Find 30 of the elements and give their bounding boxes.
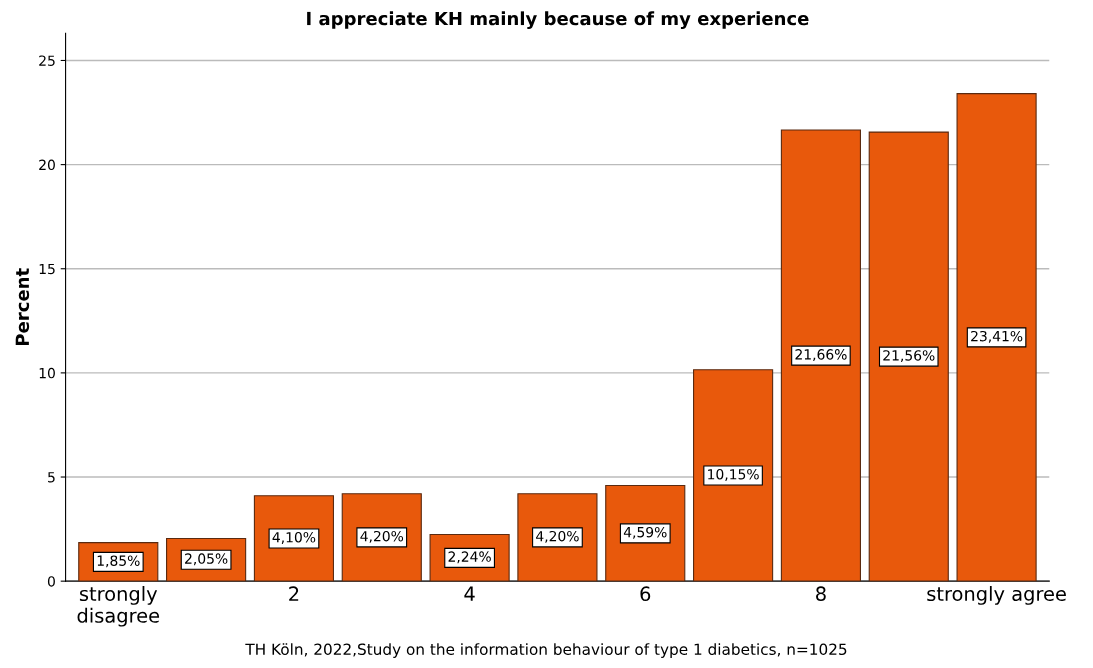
data-label: 2,24% [448,551,491,564]
data-label: 4,10% [272,531,316,544]
y-tick-label: 15 [39,263,55,275]
data-label: 4,59% [623,526,667,539]
y-tick-label: 10 [39,367,55,379]
x-tick-label: strongly disagree [77,586,160,627]
y-tick-label: 5 [48,472,55,483]
data-label: 4,20% [360,530,404,543]
x-tick-label: 2 [289,586,299,601]
bar [693,369,774,582]
data-label: 4,20% [536,530,579,543]
data-label: 2,05% [185,553,228,566]
y-tick-label: 25 [39,55,55,66]
bar [956,93,1037,582]
data-label: 23,41% [971,330,1023,343]
data-label: 1,85% [97,555,140,568]
x-tick-label: 4 [464,586,475,601]
y-tick-label: 0 [47,576,55,587]
y-axis-title: Percent [15,268,30,346]
x-tick-label: 8 [816,586,826,602]
x-tick-label: 6 [640,586,651,602]
bar [868,131,949,582]
y-tick-label: 20 [39,159,55,171]
x-tick-label: strongly agree [927,586,1066,605]
text: TH Köln, 2022,Study on the information behaviour of type 1 diabetics, n=1025 [245,643,847,658]
chart-title: I appreciate KH mainly because of my experience [307,11,809,29]
bar [780,129,861,582]
data-label: 21,66% [795,349,847,362]
data-label: 21,56% [883,350,935,363]
data-label: 10,15% [708,468,759,481]
